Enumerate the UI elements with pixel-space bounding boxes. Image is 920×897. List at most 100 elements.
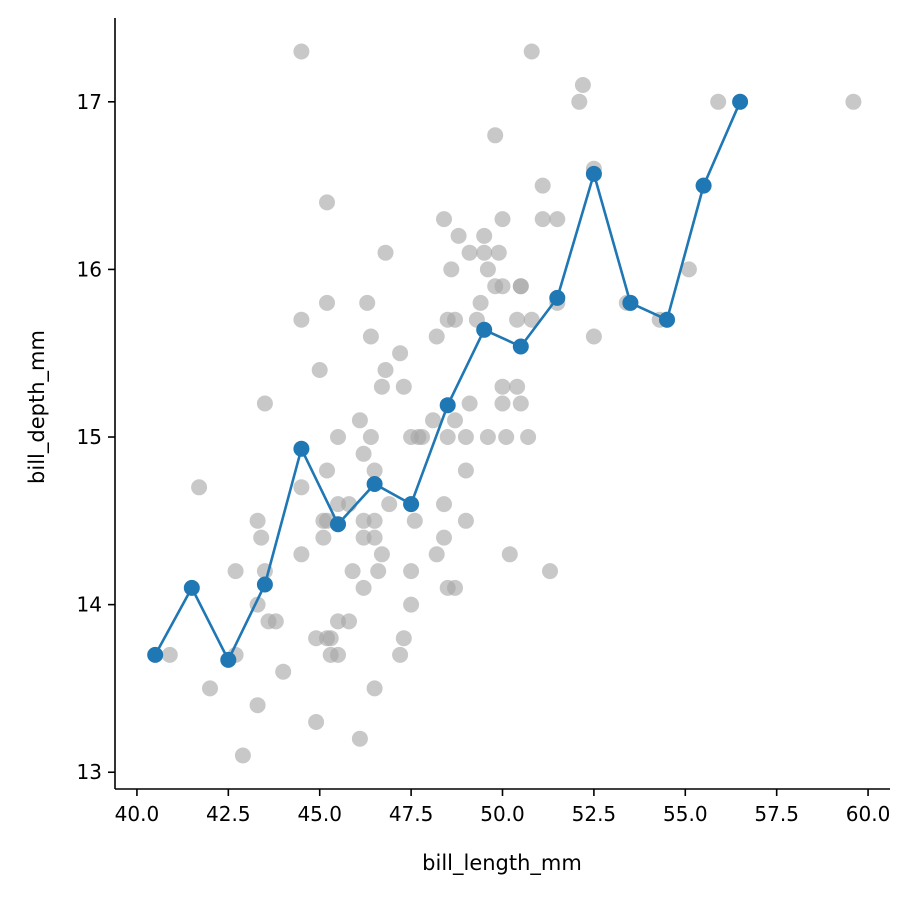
scatter-point (359, 294, 376, 311)
scatter-point (392, 345, 409, 362)
series-marker (732, 93, 749, 110)
scatter-point (373, 546, 390, 563)
scatter-point (392, 646, 409, 663)
scatter-point (370, 563, 387, 580)
series-marker (695, 177, 712, 194)
scatter-point (476, 244, 493, 261)
scatter-point (461, 395, 478, 412)
scatter-point (512, 278, 529, 295)
scatter-point (341, 613, 357, 630)
scatter-point (403, 563, 420, 580)
scatter-point (377, 244, 394, 261)
series-marker (439, 397, 456, 414)
scatter-point (319, 462, 335, 479)
scatter-point (534, 177, 551, 194)
series-marker (585, 165, 602, 182)
scatter-point (366, 680, 383, 697)
scatter-point (509, 378, 526, 395)
x-tick-label: 47.5 (389, 802, 434, 826)
series-line (154, 101, 742, 662)
scatter-point (710, 93, 727, 110)
scatter-point (330, 429, 346, 445)
x-tick-label: 57.5 (754, 802, 799, 826)
scatter-point (319, 194, 335, 211)
scatter-point (585, 328, 602, 345)
scatter-point (377, 362, 394, 378)
scatter-point (362, 429, 379, 445)
scatter-point (439, 429, 456, 445)
scatter-point (191, 479, 208, 496)
series-marker (366, 476, 383, 492)
scatter-point (311, 362, 328, 378)
y-axis-title: bill_depth_mm (25, 330, 50, 484)
scatter-point (293, 546, 310, 563)
scatter-point (476, 227, 493, 244)
x-axis-title: bill_length_mm (422, 851, 582, 876)
scatter-point (355, 445, 372, 462)
scatter-point (494, 211, 511, 228)
scatter-point (406, 512, 423, 529)
scatter-point (355, 579, 372, 596)
scatter-point (267, 613, 284, 630)
scatter-point (845, 93, 862, 110)
scatter-point (227, 563, 244, 580)
scatter-point (330, 613, 346, 630)
scatter-point (512, 395, 529, 412)
scatter-point (403, 596, 420, 613)
x-tick-label: 55.0 (663, 802, 708, 826)
scatter-point (366, 529, 383, 546)
scatter-point (490, 244, 507, 261)
scatter-point (366, 512, 383, 529)
scatter-point (494, 278, 511, 295)
scatter-point (322, 630, 339, 647)
scatter-point (479, 429, 496, 445)
scatter-point (344, 563, 361, 580)
series-line-layer (147, 93, 749, 668)
scatter-point (256, 395, 273, 412)
series-marker (512, 338, 529, 355)
series-marker (256, 576, 273, 593)
scatter-point (330, 496, 346, 513)
scatter-point (161, 646, 178, 663)
scatter-point (366, 462, 383, 479)
scatter-point (253, 529, 270, 546)
scatter-point (425, 412, 441, 429)
scatter-point (293, 479, 310, 496)
x-tick-label: 52.5 (572, 802, 617, 826)
scatter-point (487, 127, 504, 144)
scatter-point (351, 730, 368, 747)
scatter-point (542, 563, 558, 580)
scatter-point (457, 462, 474, 479)
series-marker (220, 651, 237, 668)
scatter-point (355, 512, 372, 529)
scatter-point (534, 211, 551, 228)
scatter-point (362, 328, 379, 345)
series-marker (549, 289, 566, 306)
scatter-point (447, 579, 463, 596)
scatter-point (472, 294, 489, 311)
scatter-point (202, 680, 218, 697)
scatter-point (680, 261, 697, 278)
x-tick-label: 40.0 (115, 802, 160, 826)
series-marker (293, 440, 310, 457)
x-tick-label: 50.0 (480, 802, 525, 826)
ticks: 40.0 42.5 45.0 47.5 50.0 52.5 55.0 57.5 60.0 13 14… (77, 90, 891, 826)
scatter-point (498, 429, 515, 445)
scatter-point (479, 261, 496, 278)
series-marker (622, 294, 639, 311)
scatter-point (249, 512, 266, 529)
scatter-point (414, 429, 431, 445)
scatter-point (293, 311, 310, 328)
scatter-point (395, 630, 412, 647)
scatter-point (457, 429, 474, 445)
scatter-point (315, 529, 332, 546)
scatter-point (355, 529, 372, 546)
scatter-point (520, 429, 537, 445)
series-marker (403, 496, 420, 513)
scatter-point (523, 311, 540, 328)
scatter-point (319, 294, 335, 311)
series-marker (330, 516, 346, 533)
scatter-points (161, 43, 862, 764)
scatter-point (381, 496, 398, 513)
